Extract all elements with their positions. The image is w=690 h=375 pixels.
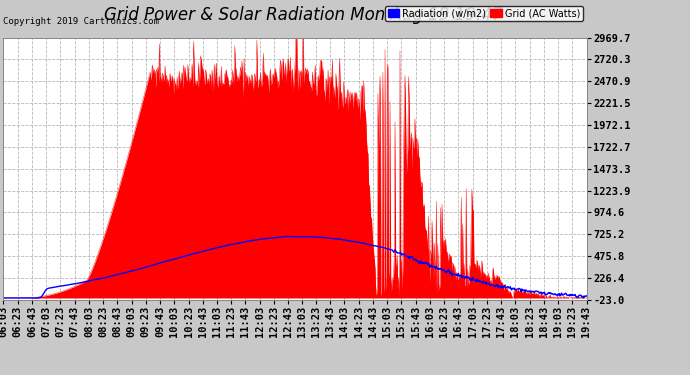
Text: Copyright 2019 Cartronics.com: Copyright 2019 Cartronics.com bbox=[3, 17, 159, 26]
Legend: Radiation (w/m2), Grid (AC Watts): Radiation (w/m2), Grid (AC Watts) bbox=[385, 6, 583, 21]
Text: Grid Power & Solar Radiation Mon Aug 19 19:47: Grid Power & Solar Radiation Mon Aug 19 … bbox=[104, 6, 503, 24]
